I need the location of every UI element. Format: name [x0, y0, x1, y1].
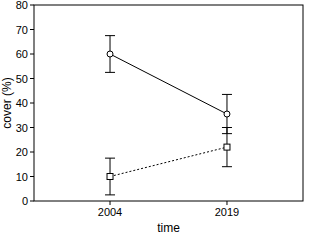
- error-bar: [105, 158, 115, 195]
- y-tick-label: 10: [16, 171, 28, 183]
- x-tick: [110, 201, 111, 205]
- x-tick-label: 2019: [215, 206, 239, 218]
- marker: [107, 51, 113, 57]
- series-line: [110, 147, 227, 176]
- y-axis-label: cover (%): [0, 77, 14, 128]
- y-tick: [30, 5, 34, 6]
- series-line: [110, 54, 227, 114]
- marker: [107, 174, 113, 180]
- plot-frame: [34, 5, 303, 201]
- y-tick: [30, 103, 34, 104]
- y-tick: [30, 29, 34, 30]
- marker: [224, 111, 230, 117]
- y-tick: [30, 176, 34, 177]
- y-tick: [30, 78, 34, 79]
- y-tick: [30, 54, 34, 55]
- marker: [224, 144, 230, 150]
- y-tick-label: 50: [16, 73, 28, 85]
- y-tick-label: 40: [16, 97, 28, 109]
- chart: 0 10 20 30 40 50 60 70 80 2004 2019 time cover (%): [0, 0, 312, 235]
- error-bar: [105, 36, 115, 73]
- y-tick-label: 60: [16, 48, 28, 60]
- y-tick-label: 30: [16, 122, 28, 134]
- x-axis-label: time: [157, 221, 180, 235]
- y-tick: [30, 201, 34, 202]
- y-tick-label: 70: [16, 24, 28, 36]
- x-tick-label: 2004: [98, 206, 122, 218]
- y-tick-label: 80: [16, 0, 28, 11]
- y-tick-label: 0: [22, 195, 28, 207]
- y-tick-label: 20: [16, 146, 28, 158]
- x-tick: [226, 201, 227, 205]
- plot-area: [105, 36, 232, 195]
- error-bar: [222, 128, 232, 167]
- y-tick: [30, 152, 34, 153]
- y-tick: [30, 127, 34, 128]
